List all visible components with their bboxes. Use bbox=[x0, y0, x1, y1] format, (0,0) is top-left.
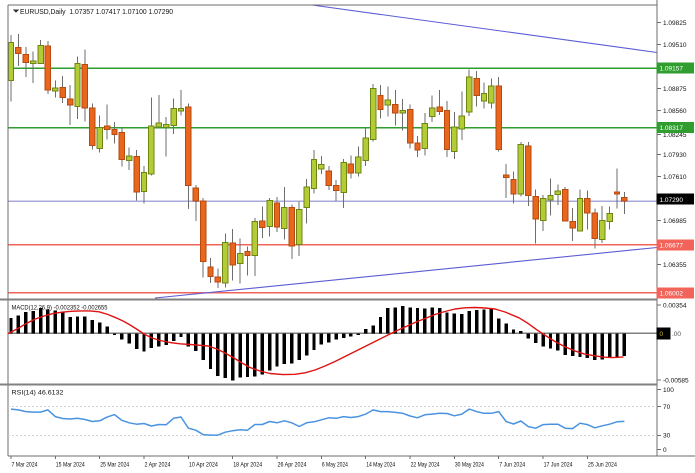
svg-text:100: 100 bbox=[663, 387, 674, 394]
svg-text:70: 70 bbox=[663, 404, 671, 411]
svg-text:22 May 2024: 22 May 2024 bbox=[411, 461, 440, 468]
svg-text:1.08245: 1.08245 bbox=[663, 132, 687, 139]
svg-text:.00: .00 bbox=[672, 331, 681, 338]
svg-text:1.07930: 1.07930 bbox=[663, 152, 687, 159]
svg-text:1.09157: 1.09157 bbox=[660, 66, 684, 73]
svg-text:1.07290: 1.07290 bbox=[660, 197, 684, 204]
svg-text:0: 0 bbox=[660, 331, 664, 338]
svg-text:17 Jun 2024: 17 Jun 2024 bbox=[544, 461, 573, 468]
svg-text:15 Mar 2024: 15 Mar 2024 bbox=[56, 461, 85, 468]
svg-text:1.06002: 1.06002 bbox=[660, 290, 684, 297]
svg-text:2 Apr 2024: 2 Apr 2024 bbox=[145, 461, 171, 468]
svg-text:25 Jun 2024: 25 Jun 2024 bbox=[588, 461, 617, 468]
svg-text:7 Mar 2024: 7 Mar 2024 bbox=[12, 461, 38, 468]
svg-text:1.06355: 1.06355 bbox=[663, 262, 687, 269]
svg-text:25 Mar 2024: 25 Mar 2024 bbox=[100, 461, 129, 468]
svg-text:1.06985: 1.06985 bbox=[663, 218, 687, 225]
svg-text:14 May 2024: 14 May 2024 bbox=[366, 461, 395, 468]
svg-text:6 May 2024: 6 May 2024 bbox=[322, 461, 348, 468]
svg-text:EURUSD,Daily 1.07357 1.07417: EURUSD,Daily 1.07357 1.07417 1.07100 1.0… bbox=[20, 7, 173, 16]
svg-text:30: 30 bbox=[663, 433, 671, 440]
svg-text:1.09825: 1.09825 bbox=[663, 20, 687, 27]
svg-text:7 Jun 2024: 7 Jun 2024 bbox=[499, 461, 525, 468]
svg-text:RSI(14) 46.6132: RSI(14) 46.6132 bbox=[12, 390, 64, 397]
svg-text:MACD(12,26,9) -0.002352 -0.002: MACD(12,26,9) -0.002352 -0.002655 bbox=[12, 305, 108, 312]
svg-text:18 Apr 2024: 18 Apr 2024 bbox=[233, 461, 262, 468]
svg-text:1.08560: 1.08560 bbox=[663, 108, 687, 115]
svg-text:0: 0 bbox=[663, 447, 667, 454]
svg-text:-0.00585: -0.00585 bbox=[663, 377, 689, 384]
svg-text:26 Apr 2024: 26 Apr 2024 bbox=[278, 461, 307, 468]
svg-text:1.08875: 1.08875 bbox=[663, 86, 687, 93]
svg-text:1.06677: 1.06677 bbox=[660, 242, 684, 249]
svg-text:30 May 2024: 30 May 2024 bbox=[455, 461, 484, 468]
svg-text:0.00354: 0.00354 bbox=[663, 302, 687, 309]
svg-text:10 Apr 2024: 10 Apr 2024 bbox=[189, 461, 218, 468]
svg-text:1.08317: 1.08317 bbox=[660, 125, 684, 132]
svg-text:1.09510: 1.09510 bbox=[663, 42, 687, 49]
svg-text:1.07610: 1.07610 bbox=[663, 174, 687, 181]
